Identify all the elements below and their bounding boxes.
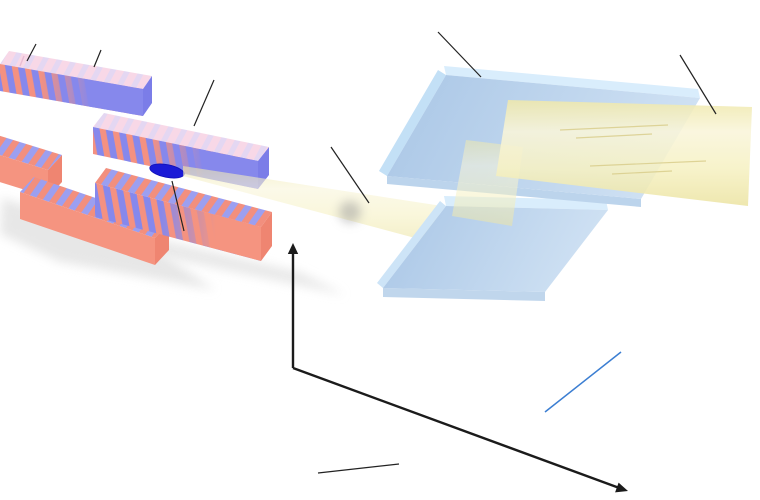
cell37-bottomjaw-end (261, 212, 272, 261)
detected-image-pointer (679, 54, 717, 115)
cell37-bottomjaw-front-fade (160, 200, 261, 261)
cell37-topjaw-top (93, 113, 269, 161)
lower-plate-left-edge (377, 201, 446, 288)
upper-plate-left-edge (379, 70, 446, 176)
lower-plate-face (383, 206, 608, 292)
output-beam (496, 100, 752, 206)
undulator-cell-35-36 (0, 51, 152, 116)
cell3536-top-face (0, 51, 152, 89)
synchrotron-radiation-cone (183, 166, 442, 242)
cell36-pointer (93, 49, 102, 68)
x-axis-line (292, 366, 619, 489)
lower-plate-bottom-edge (383, 288, 545, 301)
spectrum-axes (287, 243, 628, 493)
cell37-bottomjaw-top (95, 168, 272, 227)
bandwidth-pointer (544, 351, 622, 413)
cell-seam (19, 55, 25, 67)
radiation-blur-spot (339, 201, 361, 223)
pointer-lines (26, 31, 717, 474)
electron-beam-pointer (171, 180, 185, 232)
y-axis-arrow (287, 243, 299, 254)
cell35-pointer (26, 43, 37, 62)
x-axis-arrow (615, 482, 628, 493)
cell3536-front-fade (40, 71, 143, 116)
monochromator-pointer (437, 31, 482, 78)
synchrotron-pointer (330, 146, 370, 204)
cell3536-end-face (143, 76, 152, 116)
beam-streaks (559, 124, 707, 175)
output-beam-body (496, 100, 752, 206)
spatial-distribution-pointer (317, 463, 400, 474)
bar-l1-top (0, 135, 62, 170)
upper-plate-top-edge (444, 66, 700, 98)
cell37-pointer (193, 79, 215, 127)
bar-l2-front (20, 192, 155, 265)
